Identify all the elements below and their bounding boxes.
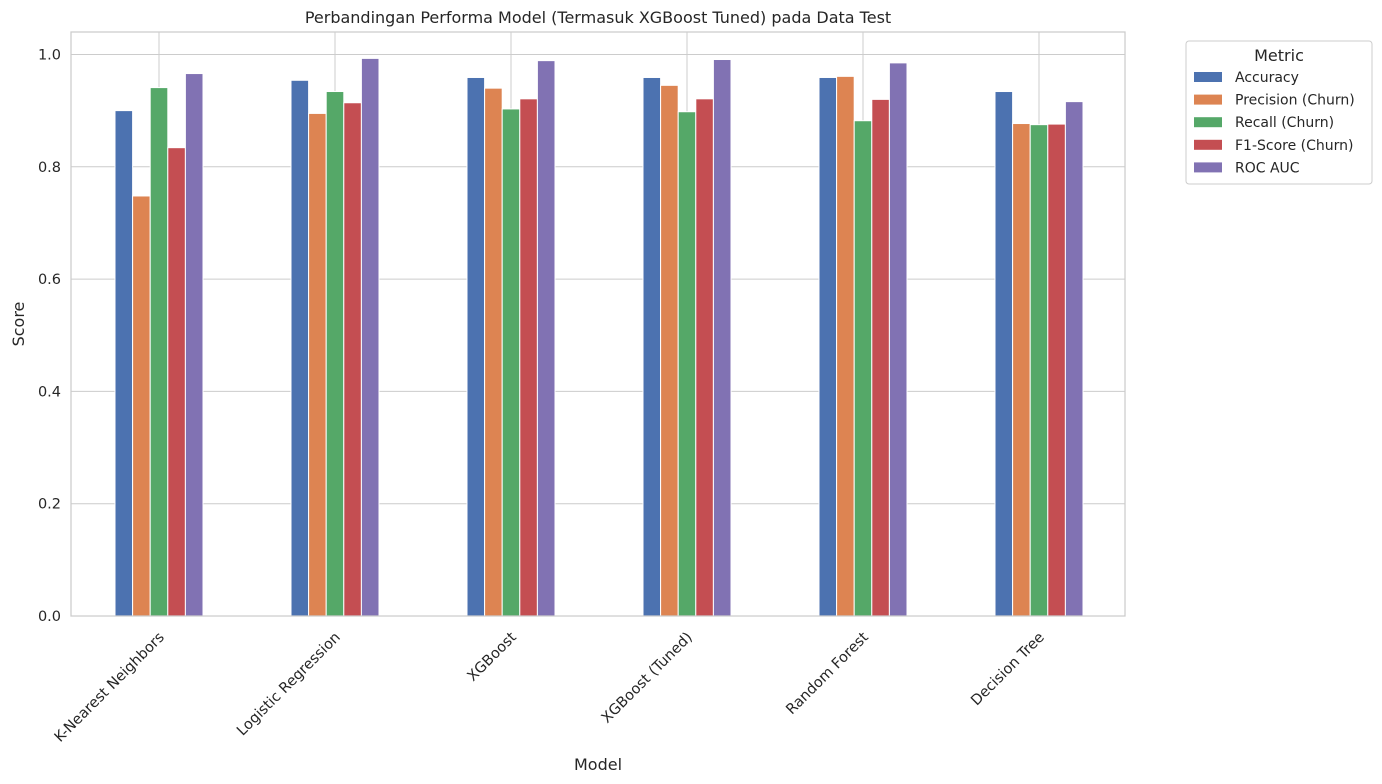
bar-roc-auc-0 xyxy=(184,73,204,617)
bar-accuracy-0 xyxy=(114,110,134,617)
bar-roc-auc-3 xyxy=(712,59,732,617)
bar-recall-churn-2 xyxy=(501,108,521,617)
bar-f1-score-churn-1 xyxy=(343,102,362,617)
bar-accuracy-1 xyxy=(290,79,310,617)
legend-label: ROC AUC xyxy=(1235,160,1300,176)
bar-precision-churn-4 xyxy=(836,75,855,617)
y-tick-label: 0.0 xyxy=(38,609,61,625)
x-tick-labels: K-Nearest Neighbors Logistic Regression XG… xyxy=(52,629,1048,745)
x-axis-title: Model xyxy=(574,755,622,774)
legend: Metric Accuracy Precision (Churn) Recall (… xyxy=(1185,40,1373,185)
legend-title: Metric xyxy=(1254,46,1304,65)
bar-precision-churn-0 xyxy=(132,195,151,617)
bar-roc-auc-5 xyxy=(1064,101,1084,617)
bar-f1-score-churn-0 xyxy=(167,147,186,617)
legend-swatch xyxy=(1194,139,1222,150)
bar-accuracy-4 xyxy=(818,76,838,617)
y-tick-label: 0.2 xyxy=(38,497,61,513)
bar-roc-auc-1 xyxy=(360,57,380,617)
legend-swatch xyxy=(1194,162,1222,173)
y-tick-label: 0.6 xyxy=(38,272,61,288)
bar-recall-churn-0 xyxy=(149,87,169,617)
bar-recall-churn-5 xyxy=(1029,124,1049,617)
x-tick-label: Random Forest xyxy=(783,629,872,718)
y-tick-label: 1.0 xyxy=(38,47,61,63)
x-tick-label: K-Nearest Neighbors xyxy=(52,630,168,746)
legend-swatch xyxy=(1194,117,1222,128)
chart-title: Perbandingan Performa Model (Termasuk XG… xyxy=(305,8,891,27)
bar-accuracy-3 xyxy=(642,76,662,617)
bar-f1-score-churn-4 xyxy=(871,98,890,617)
legend-label: Accuracy xyxy=(1235,70,1299,86)
legend-label: F1-Score (Churn) xyxy=(1235,138,1354,154)
legend-label: Precision (Churn) xyxy=(1235,93,1355,109)
bar-precision-churn-3 xyxy=(660,84,679,617)
grid-lines xyxy=(71,32,1125,617)
bar-recall-churn-1 xyxy=(325,91,345,617)
bar-f1-score-churn-2 xyxy=(519,98,538,617)
y-axis-title: Score xyxy=(9,302,28,347)
bar-roc-auc-2 xyxy=(536,60,556,617)
bar-accuracy-2 xyxy=(466,76,486,617)
x-tick-label: Decision Tree xyxy=(968,629,1048,709)
x-tick-label: Logistic Regression xyxy=(234,630,344,740)
legend-swatch xyxy=(1194,94,1222,105)
plot-frame xyxy=(70,31,1126,617)
bar-roc-auc-4 xyxy=(888,62,908,617)
bar-recall-churn-3 xyxy=(677,111,697,617)
bars xyxy=(114,57,1084,617)
bar-recall-churn-4 xyxy=(853,120,873,617)
y-tick-label: 0.8 xyxy=(38,160,61,176)
bar-f1-score-churn-5 xyxy=(1047,123,1066,617)
x-tick-label: XGBoost (Tuned) xyxy=(599,630,696,727)
legend-label: Recall (Churn) xyxy=(1235,115,1334,131)
x-tick-label: XGBoost xyxy=(465,629,520,684)
bar-precision-churn-1 xyxy=(308,112,327,617)
bar-precision-churn-2 xyxy=(484,87,503,617)
bar-precision-churn-5 xyxy=(1012,123,1031,617)
y-tick-label: 0.4 xyxy=(38,384,61,400)
bar-accuracy-5 xyxy=(994,91,1014,617)
legend-box xyxy=(1185,40,1373,185)
y-tick-labels: 0.0 0.2 0.4 0.6 0.8 1.0 xyxy=(38,47,61,625)
bar-f1-score-churn-3 xyxy=(695,98,714,617)
legend-swatch xyxy=(1194,72,1222,82)
